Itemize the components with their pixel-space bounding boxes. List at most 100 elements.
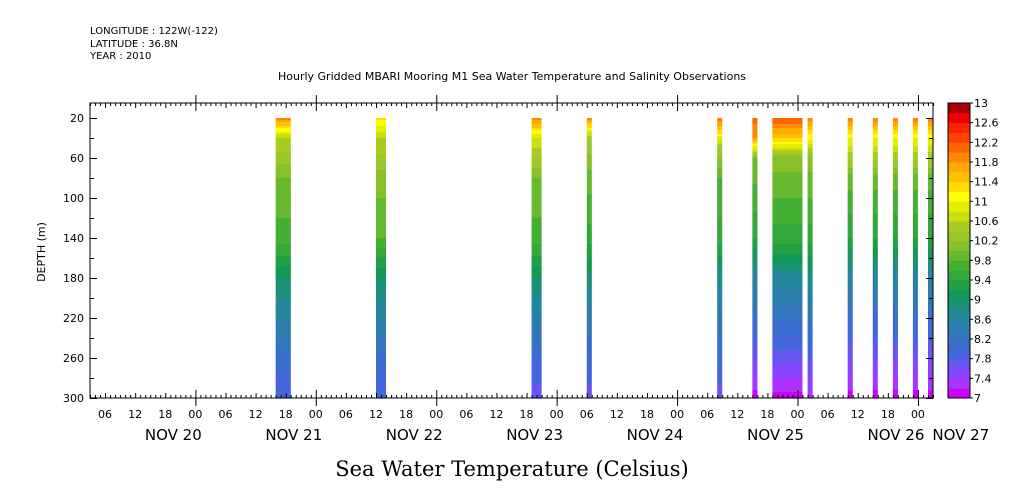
temperature-cell — [872, 252, 878, 255]
temperature-cell — [772, 156, 803, 159]
temperature-cell — [531, 296, 542, 299]
temperature-cell — [807, 132, 813, 135]
temperature-cell — [772, 310, 803, 313]
temperature-cell — [376, 280, 386, 283]
colorbar-swatch — [948, 230, 970, 242]
temperature-cell — [717, 202, 723, 205]
temperature-cell — [752, 364, 758, 367]
temperature-cell — [752, 356, 758, 359]
temperature-cell — [772, 392, 803, 395]
temperature-cell — [847, 312, 853, 315]
temperature-cell — [275, 254, 291, 257]
temperature-cell — [717, 170, 723, 173]
temperature-cell — [531, 152, 542, 155]
temperature-cell — [928, 150, 933, 153]
temperature-cell — [847, 380, 853, 383]
temperature-cell — [531, 150, 542, 153]
temperature-cell — [847, 154, 853, 157]
temperature-cell — [772, 210, 803, 213]
temperature-cell — [892, 250, 898, 253]
temperature-cell — [872, 344, 878, 347]
temperature-cell — [912, 128, 918, 131]
temperature-cell — [586, 394, 592, 397]
temperature-cell — [928, 220, 933, 223]
temperature-cell — [892, 228, 898, 231]
temperature-cell — [586, 214, 592, 217]
temperature-cell — [912, 210, 918, 213]
temperature-cell — [531, 308, 542, 311]
temperature-cell — [752, 174, 758, 177]
temperature-cell — [912, 202, 918, 205]
temperature-cell — [772, 124, 803, 127]
temperature-cell — [275, 154, 291, 157]
temperature-cell — [892, 132, 898, 135]
temperature-cell — [847, 174, 853, 177]
temperature-cell — [928, 230, 933, 233]
temperature-cell — [807, 212, 813, 215]
temperature-cell — [275, 138, 291, 141]
temperature-cell — [847, 300, 853, 303]
temperature-cell — [275, 242, 291, 245]
temperature-cell — [275, 118, 291, 121]
temperature-cell — [807, 396, 813, 399]
temperature-cell — [531, 320, 542, 323]
temperature-cell — [586, 250, 592, 253]
temperature-cell — [892, 270, 898, 273]
temperature-cell — [912, 204, 918, 207]
temperature-cell — [892, 186, 898, 189]
temperature-cell — [872, 274, 878, 277]
temperature-cell — [752, 314, 758, 317]
temperature-cell — [928, 280, 933, 283]
x-tick-label: 06 — [700, 408, 714, 421]
temperature-cell — [872, 372, 878, 375]
temperature-cell — [872, 168, 878, 171]
temperature-cell — [275, 338, 291, 341]
temperature-cell — [752, 206, 758, 209]
temperature-cell — [717, 236, 723, 239]
temperature-cell — [717, 242, 723, 245]
temperature-cell — [717, 156, 723, 159]
temperature-cell — [586, 190, 592, 193]
temperature-cell — [872, 220, 878, 223]
temperature-cell — [531, 212, 542, 215]
temperature-cell — [531, 234, 542, 237]
temperature-cell — [531, 244, 542, 247]
temperature-cell — [717, 362, 723, 365]
temperature-cell — [717, 220, 723, 223]
temperature-cell — [807, 156, 813, 159]
temperature-cell — [772, 158, 803, 161]
colorbar-swatch — [948, 339, 970, 350]
temperature-cell — [847, 242, 853, 245]
temperature-cell — [752, 220, 758, 223]
temperature-cell — [376, 262, 386, 265]
temperature-cell — [717, 232, 723, 235]
temperature-cell — [807, 304, 813, 307]
temperature-cell — [892, 306, 898, 309]
colorbar-swatch — [948, 299, 970, 310]
temperature-cell — [928, 146, 933, 149]
temperature-cell — [586, 286, 592, 289]
temperature-cell — [928, 364, 933, 367]
temperature-cell — [586, 308, 592, 311]
temperature-cell — [772, 128, 803, 131]
temperature-cell — [717, 320, 723, 323]
temperature-cell — [586, 334, 592, 337]
temperature-cell — [847, 270, 853, 273]
temperature-cell — [275, 284, 291, 287]
temperature-cell — [275, 322, 291, 325]
temperature-cell — [717, 224, 723, 227]
temperature-cell — [275, 214, 291, 217]
temperature-cell — [531, 330, 542, 333]
temperature-cell — [847, 194, 853, 197]
temperature-cell — [586, 368, 592, 371]
temperature-cell — [807, 150, 813, 153]
temperature-cell — [912, 154, 918, 157]
temperature-cell — [772, 264, 803, 267]
temperature-cell — [531, 256, 542, 259]
temperature-cell — [717, 252, 723, 255]
temperature-cell — [752, 236, 758, 239]
temperature-cell — [872, 302, 878, 305]
temperature-cell — [531, 134, 542, 137]
temperature-cell — [912, 124, 918, 127]
temperature-cell — [717, 146, 723, 149]
